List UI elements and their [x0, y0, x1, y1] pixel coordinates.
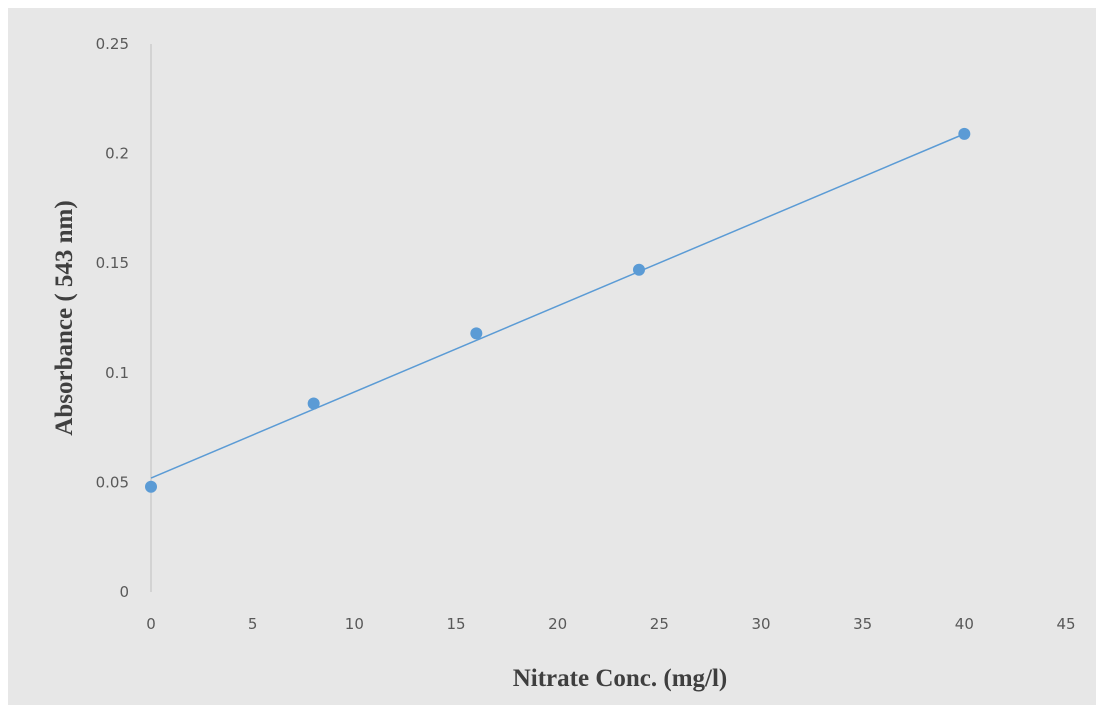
y-tick-label: 0.2 [105, 145, 129, 163]
x-tick-label: 40 [955, 615, 974, 633]
y-tick-label: 0.1 [105, 364, 129, 382]
x-tick-label: 10 [345, 615, 364, 633]
y-tick-label: 0 [119, 583, 129, 601]
data-point [958, 127, 971, 140]
x-axis-title: Nitrate Conc. (mg/l) [513, 665, 728, 692]
x-tick-label: 35 [853, 615, 872, 633]
y-tick-label: 0.15 [96, 254, 129, 272]
data-point [145, 480, 157, 493]
y-axis-title: Absorbance ( 543 nm) [51, 200, 78, 435]
x-tick-label: 30 [751, 615, 770, 633]
data-point [307, 397, 320, 410]
trendline [150, 133, 965, 479]
data-point [470, 327, 483, 340]
x-tick-label: 15 [446, 615, 465, 633]
y-tick-label: 0.05 [96, 473, 129, 491]
scatter-chart: 0 0.05 0.1 0.15 0.2 0.25 0 5 10 15 20 25 30 35 40 45 Ni… [51, 35, 1076, 692]
y-tick-label: 0.25 [96, 35, 129, 53]
x-tick-label: 5 [248, 615, 258, 633]
x-tick-label: 45 [1056, 615, 1075, 633]
x-tick-label: 25 [650, 615, 669, 633]
data-point [633, 263, 645, 276]
x-tick-label: 0 [146, 615, 156, 633]
x-tick-label: 20 [548, 615, 567, 633]
chart-area: 0 0.05 0.1 0.15 0.2 0.25 0 5 10 15 20 25 30 35 40 45 Ni… [8, 8, 1096, 705]
